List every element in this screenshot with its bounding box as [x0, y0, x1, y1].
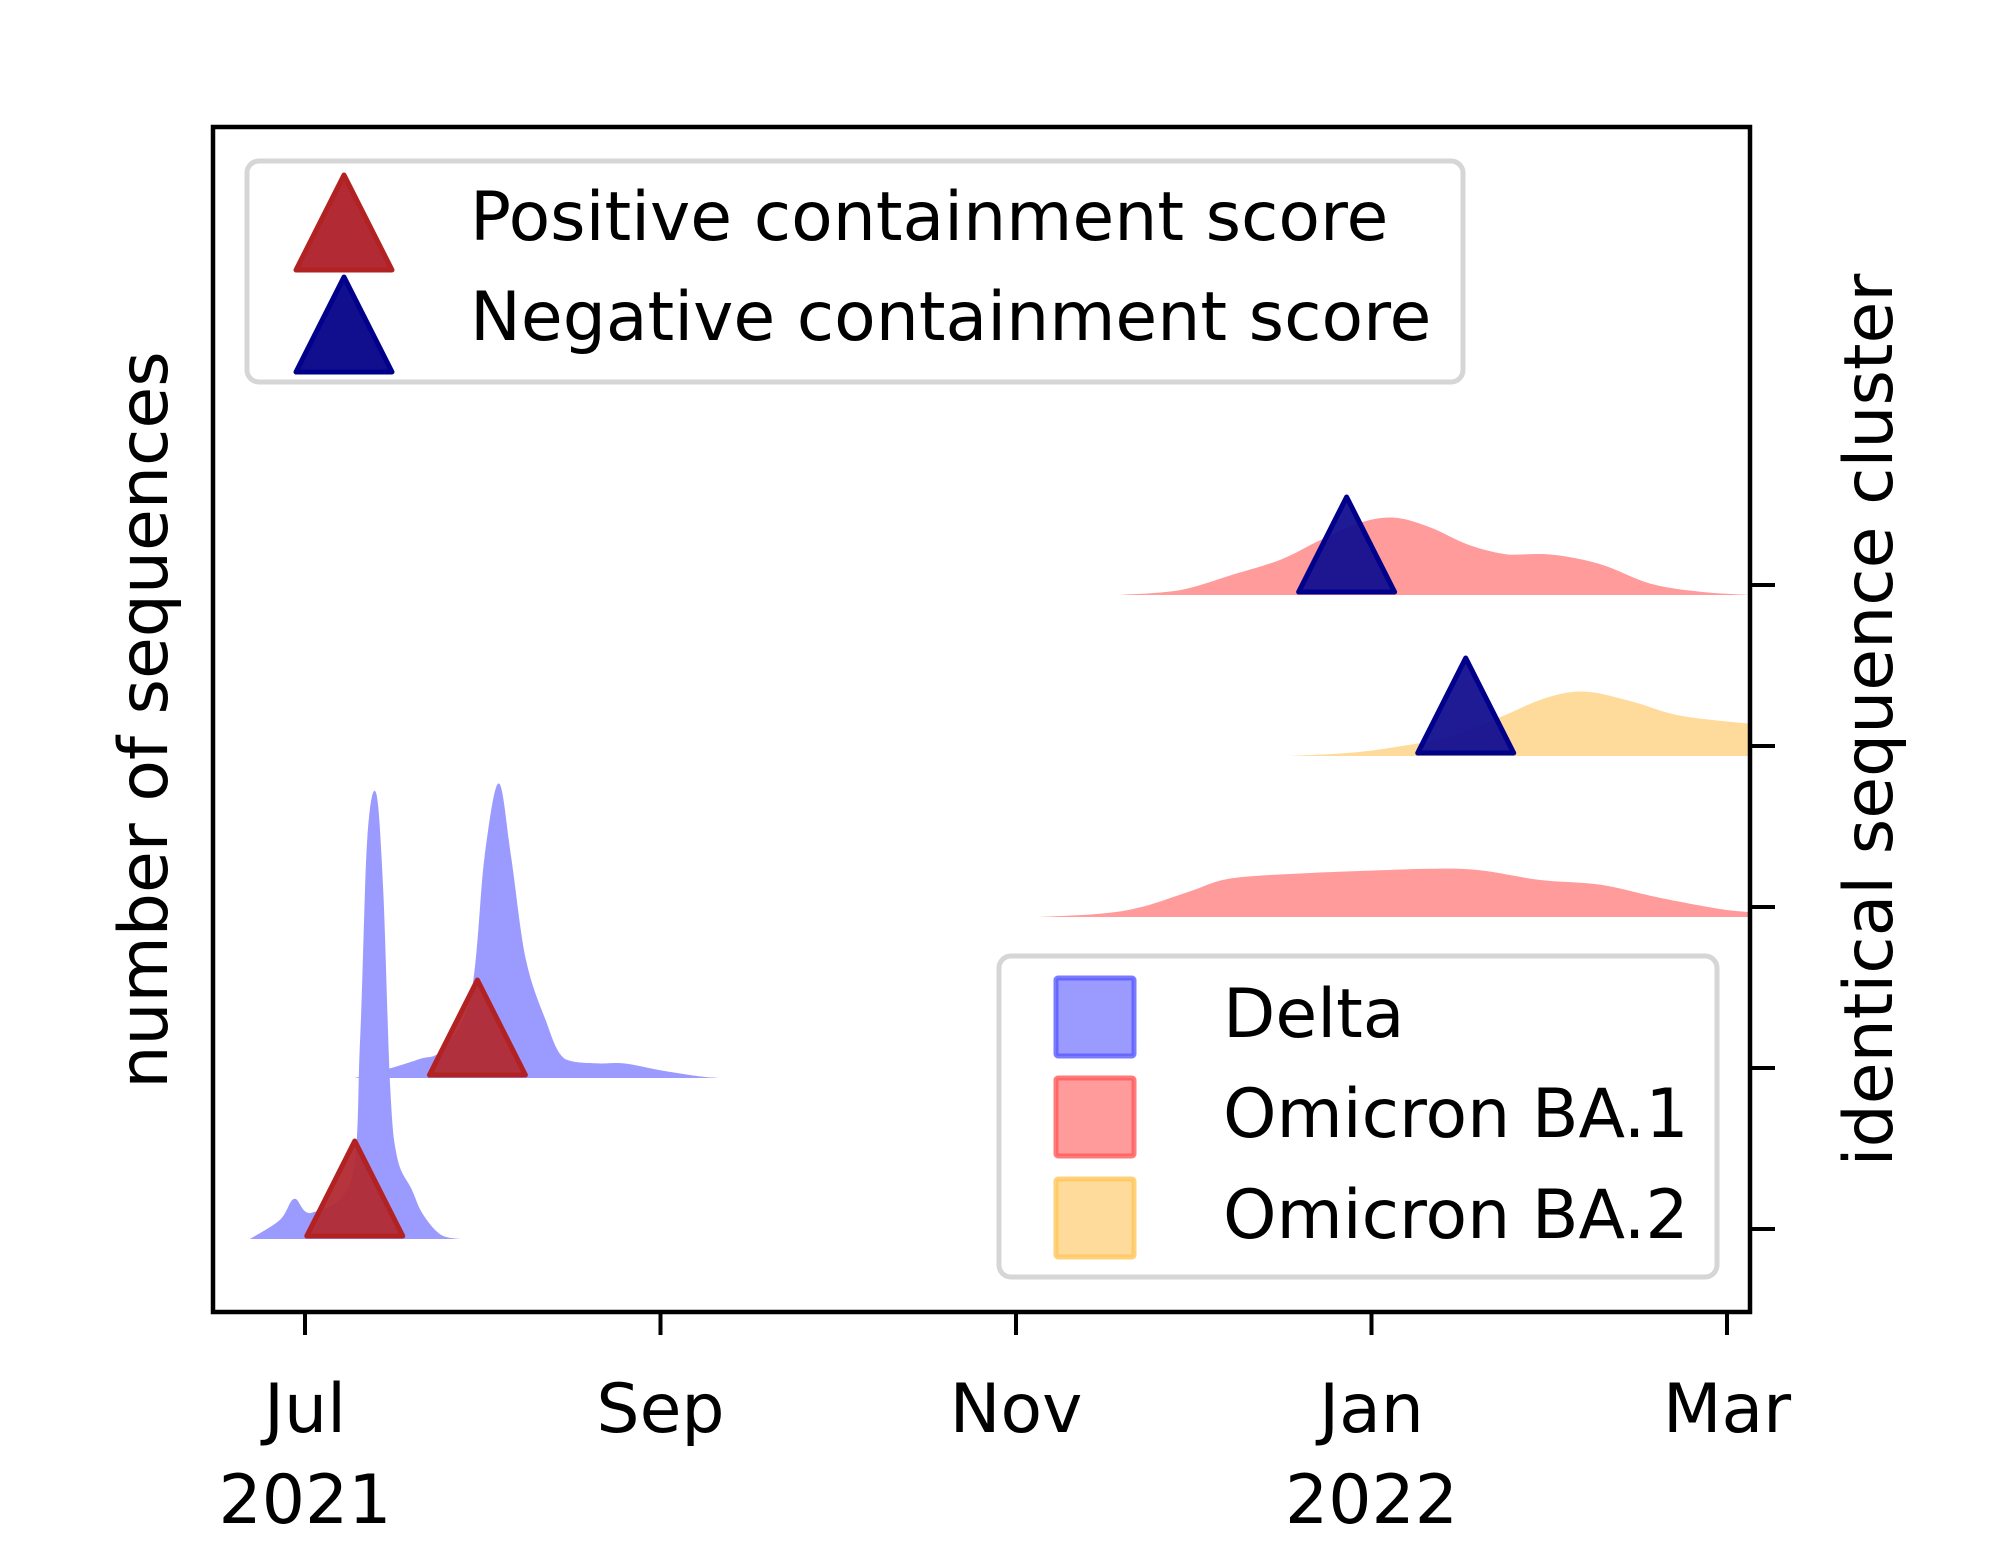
- ridge-cluster-3: [1039, 868, 1750, 917]
- x-tick-year-label: 2021: [218, 1461, 391, 1540]
- legend-label-delta: Delta: [1223, 975, 1404, 1054]
- ridge-cluster-5: [1119, 517, 1750, 595]
- positive-triangle-marker-cluster-1: [304, 1138, 406, 1239]
- y-axis-label-left: number of sequences: [105, 351, 184, 1088]
- legend-variants: Delta Omicron BA.1 Omicron BA.2: [996, 953, 1720, 1280]
- x-axis: Jul 2021 Sep Nov Jan 2022 Mar: [218, 1312, 1791, 1540]
- positive-triangle-icon: [293, 172, 395, 273]
- legend-label-positive: Positive containment score: [470, 178, 1388, 257]
- legend-frame: [996, 953, 1720, 1280]
- legend-containment: Positive containment score Negative cont…: [244, 158, 1466, 385]
- x-tick-label: Sep: [596, 1370, 724, 1449]
- ba1-swatch-icon: [1053, 1075, 1137, 1159]
- legend-frame: [244, 158, 1466, 385]
- x-tick-label: Mar: [1663, 1370, 1791, 1449]
- delta-swatch-icon: [1053, 975, 1137, 1059]
- x-tick-year-label: 2022: [1285, 1461, 1458, 1540]
- negative-triangle-icon: [293, 274, 395, 375]
- ridges-layer: [249, 517, 1750, 1239]
- markers-layer: [304, 494, 1517, 1239]
- y-axis-label-right: identical sequence cluster: [1830, 274, 1909, 1167]
- legend-label-ba2: Omicron BA.2: [1223, 1176, 1689, 1255]
- negative-triangle-marker-cluster-4: [1415, 655, 1517, 756]
- legend-label-ba1: Omicron BA.1: [1223, 1075, 1689, 1154]
- x-tick-label: Nov: [950, 1370, 1083, 1449]
- negative-triangle-marker-cluster-5: [1296, 494, 1398, 595]
- x-tick-label: Jul: [260, 1370, 346, 1449]
- ridge-cluster-2: [354, 783, 720, 1078]
- x-tick-label: Jan: [1315, 1370, 1424, 1449]
- ridge-cluster-4: [1289, 691, 1750, 756]
- ba2-swatch-icon: [1053, 1176, 1137, 1260]
- legend-label-negative: Negative containment score: [470, 278, 1431, 357]
- positive-triangle-marker-cluster-2: [426, 977, 528, 1078]
- y-axis-right: [1750, 583, 1775, 1231]
- axes-frame: [210, 124, 1753, 1315]
